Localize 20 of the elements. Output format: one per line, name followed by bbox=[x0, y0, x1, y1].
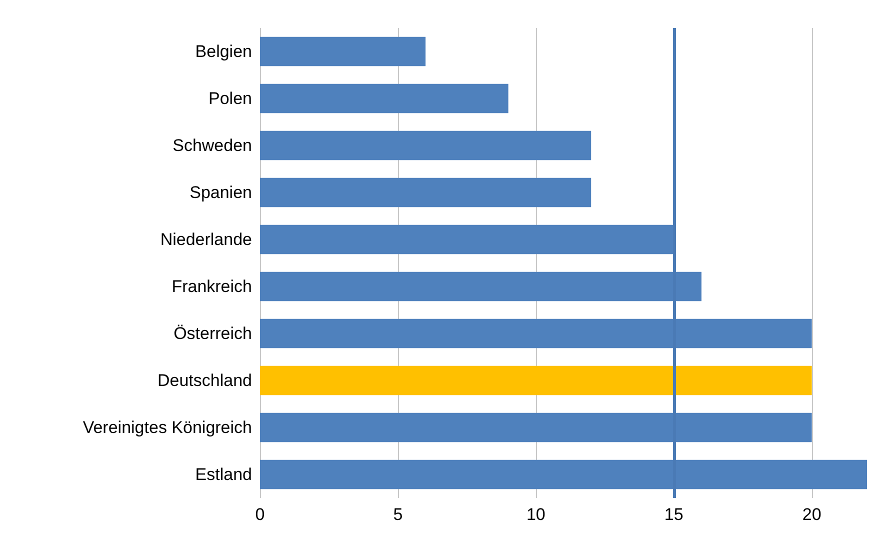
bar bbox=[260, 366, 812, 396]
x-tick-label: 0 bbox=[255, 505, 265, 524]
y-tick-label: Schweden bbox=[172, 136, 252, 155]
x-tick-label: 15 bbox=[664, 505, 684, 524]
y-tick-label: Österreich bbox=[174, 324, 252, 343]
bar bbox=[260, 178, 592, 208]
y-tick-label: Frankreich bbox=[172, 277, 252, 296]
y-tick-label: Polen bbox=[208, 89, 252, 108]
y-tick-label: Estland bbox=[195, 465, 252, 484]
y-tick-label: Deutschland bbox=[157, 371, 252, 390]
x-tick-label: 10 bbox=[526, 505, 546, 524]
y-tick-label: Belgien bbox=[195, 42, 252, 61]
bar bbox=[260, 36, 426, 66]
y-tick-label: Spanien bbox=[190, 183, 252, 202]
x-tick-label: 20 bbox=[802, 505, 822, 524]
y-tick-label: Vereinigtes Königreich bbox=[82, 418, 252, 437]
bar bbox=[260, 130, 592, 160]
x-tick-label: 5 bbox=[393, 505, 403, 524]
y-tick-label: Niederlande bbox=[160, 230, 252, 249]
bar bbox=[260, 84, 508, 114]
